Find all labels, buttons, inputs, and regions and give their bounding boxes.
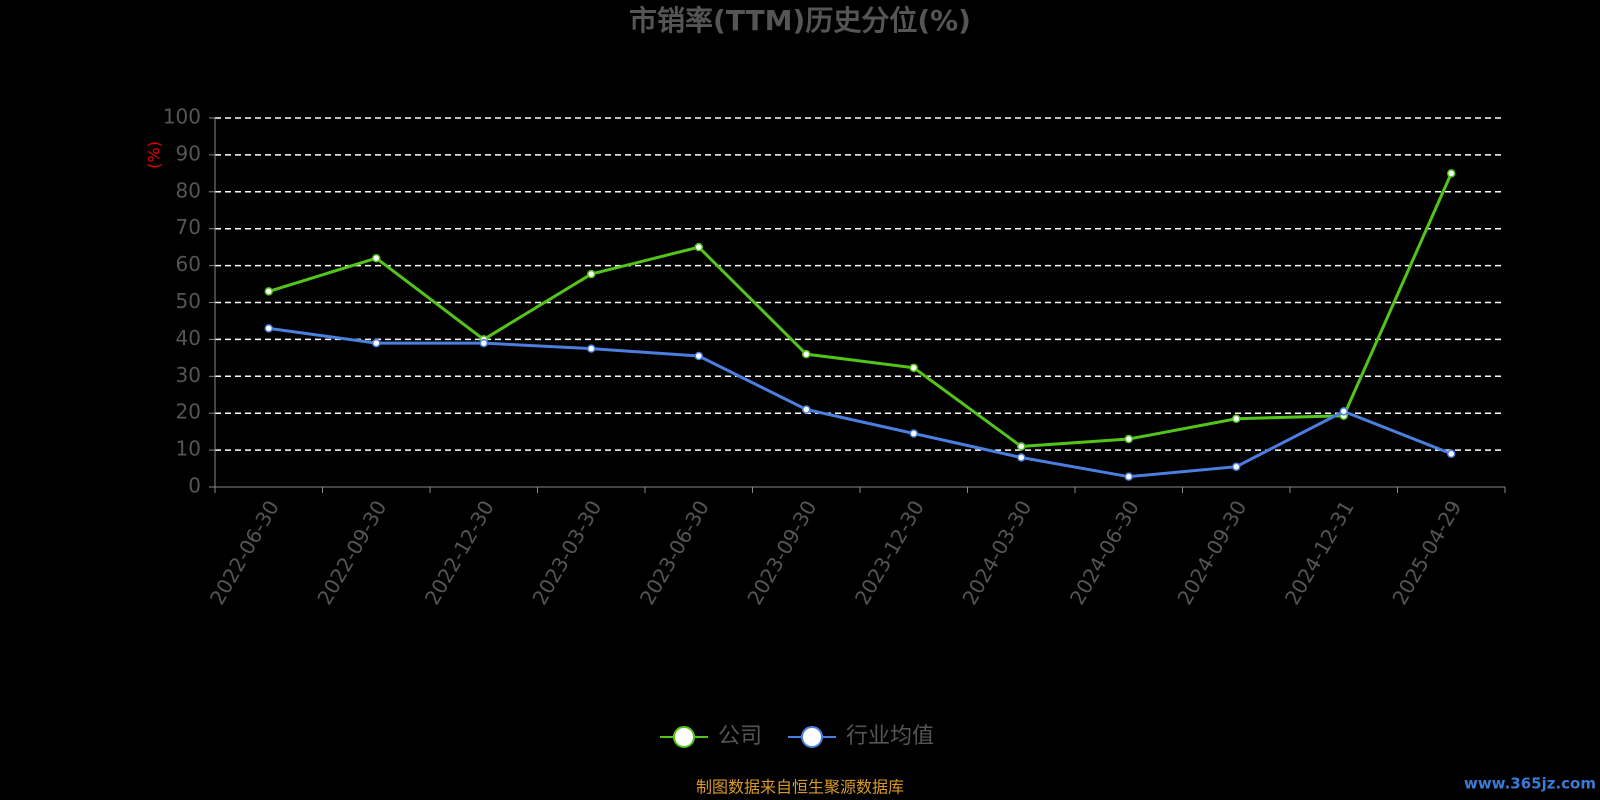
data-point	[372, 253, 381, 263]
y-tick-label: 10	[176, 437, 201, 461]
legend-marker	[673, 726, 695, 748]
x-tick-label: 2025-04-29	[1387, 496, 1466, 609]
data-point	[694, 242, 703, 252]
legend-marker	[801, 726, 823, 748]
data-point	[1447, 449, 1456, 459]
x-tick-label: 2024-12-31	[1280, 496, 1359, 609]
y-tick-label: 90	[176, 141, 201, 165]
y-tick-label: 80	[176, 178, 201, 202]
y-tick-label: 0	[188, 474, 201, 498]
data-point	[1017, 442, 1026, 451]
data-point	[372, 338, 381, 348]
data-point	[264, 324, 273, 333]
y-tick-label: 100	[163, 105, 201, 129]
series-line	[268, 326, 1452, 479]
x-tick-label: 2023-06-30	[635, 496, 714, 609]
watermark: www.365jz.com	[1464, 775, 1596, 793]
y-axis-label: (%)	[145, 141, 164, 169]
data-point	[1017, 453, 1026, 462]
data-point	[802, 349, 811, 359]
series-line	[268, 172, 1453, 448]
data-point	[1339, 407, 1348, 416]
data-point	[909, 363, 918, 373]
data-point	[1232, 414, 1241, 423]
source-note: 制图数据来自恒生聚源数据库	[696, 778, 904, 797]
x-tick-label: 2024-03-30	[957, 496, 1036, 609]
data-point	[1447, 169, 1456, 178]
x-tick-label: 2022-12-30	[420, 496, 499, 609]
x-tick-label: 2023-12-30	[850, 496, 929, 609]
data-point	[1124, 472, 1133, 481]
data-point	[1232, 462, 1241, 471]
x-tick-label: 2023-03-30	[527, 496, 606, 609]
chart-title: 市销率(TTM)历史分位(%)	[629, 4, 971, 37]
y-tick-label: 40	[176, 326, 201, 350]
x-tick-label: 2023-09-30	[742, 496, 821, 609]
data-point	[909, 429, 918, 438]
data-point	[1124, 434, 1133, 444]
y-tick-label: 20	[176, 400, 201, 424]
x-tick-label: 2022-06-30	[205, 496, 284, 609]
data-point	[587, 269, 596, 279]
y-tick-label: 60	[176, 252, 201, 276]
data-point	[802, 405, 811, 414]
x-tick-label: 2022-09-30	[312, 496, 391, 609]
data-point	[479, 338, 488, 348]
y-tick-label: 50	[176, 289, 201, 313]
x-tick-label: 2024-06-30	[1065, 496, 1144, 609]
y-tick-label: 30	[176, 363, 201, 387]
legend-label: 行业均值	[846, 724, 934, 749]
data-point	[694, 351, 703, 361]
x-tick-label: 2024-09-30	[1172, 496, 1251, 609]
data-point	[264, 287, 273, 296]
data-point	[587, 344, 596, 353]
legend-label: 公司	[718, 724, 762, 749]
y-tick-label: 70	[176, 215, 201, 239]
